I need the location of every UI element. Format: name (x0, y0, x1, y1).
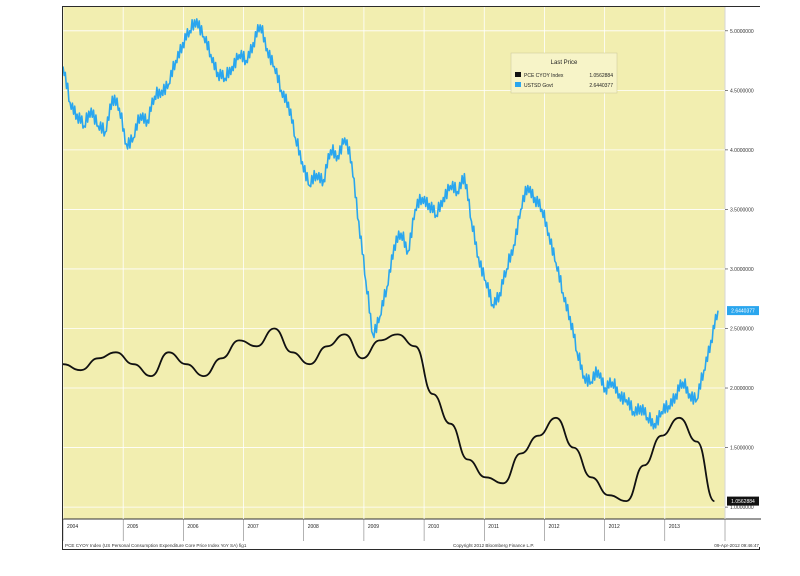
svg-text:2.6440377: 2.6440377 (731, 309, 755, 315)
axis-gutter (725, 7, 761, 519)
x-tick-label: 2005 (127, 524, 138, 530)
y-tick-label: 1.5000000 (730, 446, 754, 452)
y-axis-ticks: 5.0000000 4.5000000 4.0000000 3.5000000 3.00… (725, 29, 754, 511)
xaxis-band (63, 519, 761, 547)
footer-right: 09-Apr-2012 09:46:47 (714, 543, 759, 548)
x-tick-label: 2008 (308, 524, 319, 530)
y-tick-label: 2.0000000 (730, 386, 754, 392)
legend-background (510, 52, 618, 94)
series-line-pce-cyoy-index (63, 327, 716, 502)
legend-title: Last Price (551, 60, 578, 66)
x-tick-label: 2013 (669, 524, 680, 530)
last-value-tag-ust: 2.6440377 (727, 306, 759, 316)
legend-value-ust: 2.6440377 (589, 83, 613, 89)
y-tick-label: 5.0000000 (730, 29, 754, 35)
last-value-tag-pce: 1.0562884 (727, 496, 759, 506)
x-tick-label: 2012 (548, 524, 559, 530)
legend-label-ust: USTSD Govt (524, 83, 554, 89)
svg-text:1.0562884: 1.0562884 (731, 499, 755, 505)
x-tick-label: 2004 (67, 524, 78, 530)
footer-left: PCE CYOY Index (US Personal Consumption … (65, 543, 247, 548)
y-tick-label: 1.0000000 (730, 505, 754, 511)
legend-label-pce: PCE CYOY Index (524, 73, 564, 79)
series-line-ustsd-govt (63, 18, 719, 430)
legend-swatch-pce (515, 72, 521, 77)
legend-value-pce: 1.0562884 (589, 73, 613, 79)
y-tick-label: 3.0000000 (730, 267, 754, 273)
x-tick-label: 2009 (368, 524, 379, 530)
legend: Last Price PCE CYOY Index 1.0562884 USTS… (510, 52, 618, 94)
x-axis-labels: 2004 2005 2006 2007 2008 2009 2010 2011 2012 2012… (63, 519, 726, 541)
line-chart: 5.0000000 4.5000000 4.0000000 3.5000000 3.00… (63, 7, 761, 548)
y-tick-label: 2.5000000 (730, 326, 754, 332)
series-layer (63, 18, 719, 502)
y-tick-label: 3.5000000 (730, 207, 754, 213)
legend-swatch-ust (515, 82, 521, 87)
y-tick-label: 4.0000000 (730, 148, 754, 154)
chart-frame: 5.0000000 4.5000000 4.0000000 3.5000000 3.00… (62, 6, 761, 550)
footer-center: Copyright 2012 Bloomberg Finance L.P. (453, 543, 534, 548)
grid-lines (63, 7, 726, 519)
x-tick-label: 2006 (187, 524, 198, 530)
y-tick-label: 4.5000000 (730, 88, 754, 94)
x-tick-label: 2011 (488, 524, 499, 530)
x-tick-label: 2012 (609, 524, 620, 530)
x-tick-label: 2007 (248, 524, 259, 530)
plot-background (63, 7, 725, 519)
x-tick-label: 2010 (428, 524, 439, 530)
